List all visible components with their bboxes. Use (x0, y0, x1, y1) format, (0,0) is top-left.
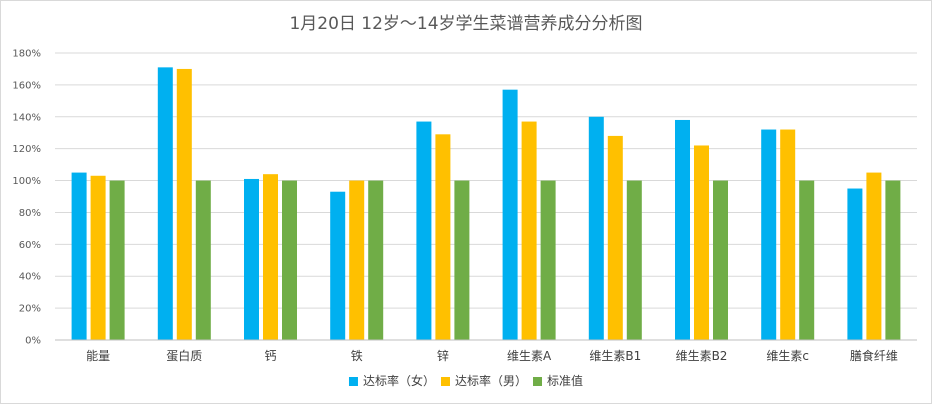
bar (71, 172, 87, 340)
bar (176, 68, 192, 340)
bar (521, 121, 537, 340)
legend-swatch (348, 377, 358, 386)
y-tick-label: 20% (19, 304, 41, 315)
bar (282, 180, 297, 340)
category-label: 钙 (264, 349, 276, 363)
y-tick-label: 180% (12, 49, 41, 60)
bar (626, 180, 642, 340)
bar (675, 119, 690, 340)
bar (349, 180, 365, 340)
category-label: 能量 (86, 349, 110, 363)
y-tick-label: 160% (12, 80, 41, 91)
y-tick-label: 0% (25, 336, 41, 347)
legend: 达标率（女） 达标率（男） 标准值 (348, 373, 583, 388)
bar (90, 175, 106, 340)
category-label: 蛋白质 (166, 348, 202, 363)
chart-title: 1月20日 12岁～14岁学生菜谱营养成分分析图 (289, 14, 642, 34)
y-tick-label: 100% (12, 176, 41, 187)
category-label: 膳食纤维 (850, 348, 898, 363)
bar (502, 89, 518, 340)
y-tick-label: 140% (12, 112, 41, 123)
bar (454, 180, 470, 340)
category-label: 维生素B2 (676, 349, 728, 363)
bar (780, 129, 796, 340)
legend-label: 标准值 (547, 373, 583, 388)
y-axis-ticks: 0% 20% 40% 60% 80% 100% 120% 140% 160% 180% (12, 49, 41, 347)
bar (157, 67, 173, 340)
category-label: 维生素A (507, 349, 552, 363)
bar (694, 145, 709, 340)
bar (588, 116, 604, 341)
bar (847, 188, 863, 340)
bar (866, 172, 882, 340)
bar (109, 180, 125, 340)
bar (416, 121, 432, 340)
y-tick-label: 60% (19, 240, 41, 251)
legend-label: 达标率（女） (363, 373, 435, 388)
bar (885, 180, 901, 340)
bar (195, 180, 211, 340)
bar (607, 135, 623, 340)
legend-swatch (533, 377, 543, 386)
y-tick-label: 40% (19, 272, 41, 283)
category-label: 铁 (351, 349, 363, 363)
bar (761, 129, 777, 340)
bar (330, 191, 346, 340)
legend-label: 达标率（男） (455, 373, 527, 388)
bar (368, 180, 384, 340)
y-tick-label: 80% (19, 208, 41, 219)
category-labels: 能量 蛋白质 钙 铁 锌 维生素A 维生素B1 维生素B2 维生素c 膳食纤维 (86, 348, 898, 363)
y-tick-label: 120% (12, 144, 41, 155)
bar (799, 180, 815, 340)
bar (713, 180, 728, 340)
bar (435, 134, 451, 340)
category-label: 维生素c (766, 349, 809, 363)
bars (71, 67, 901, 341)
bar (263, 174, 278, 340)
bar (244, 178, 259, 340)
category-label: 维生素B1 (589, 349, 641, 363)
bar (540, 180, 556, 340)
legend-swatch (440, 377, 450, 386)
category-label: 锌 (437, 349, 449, 363)
